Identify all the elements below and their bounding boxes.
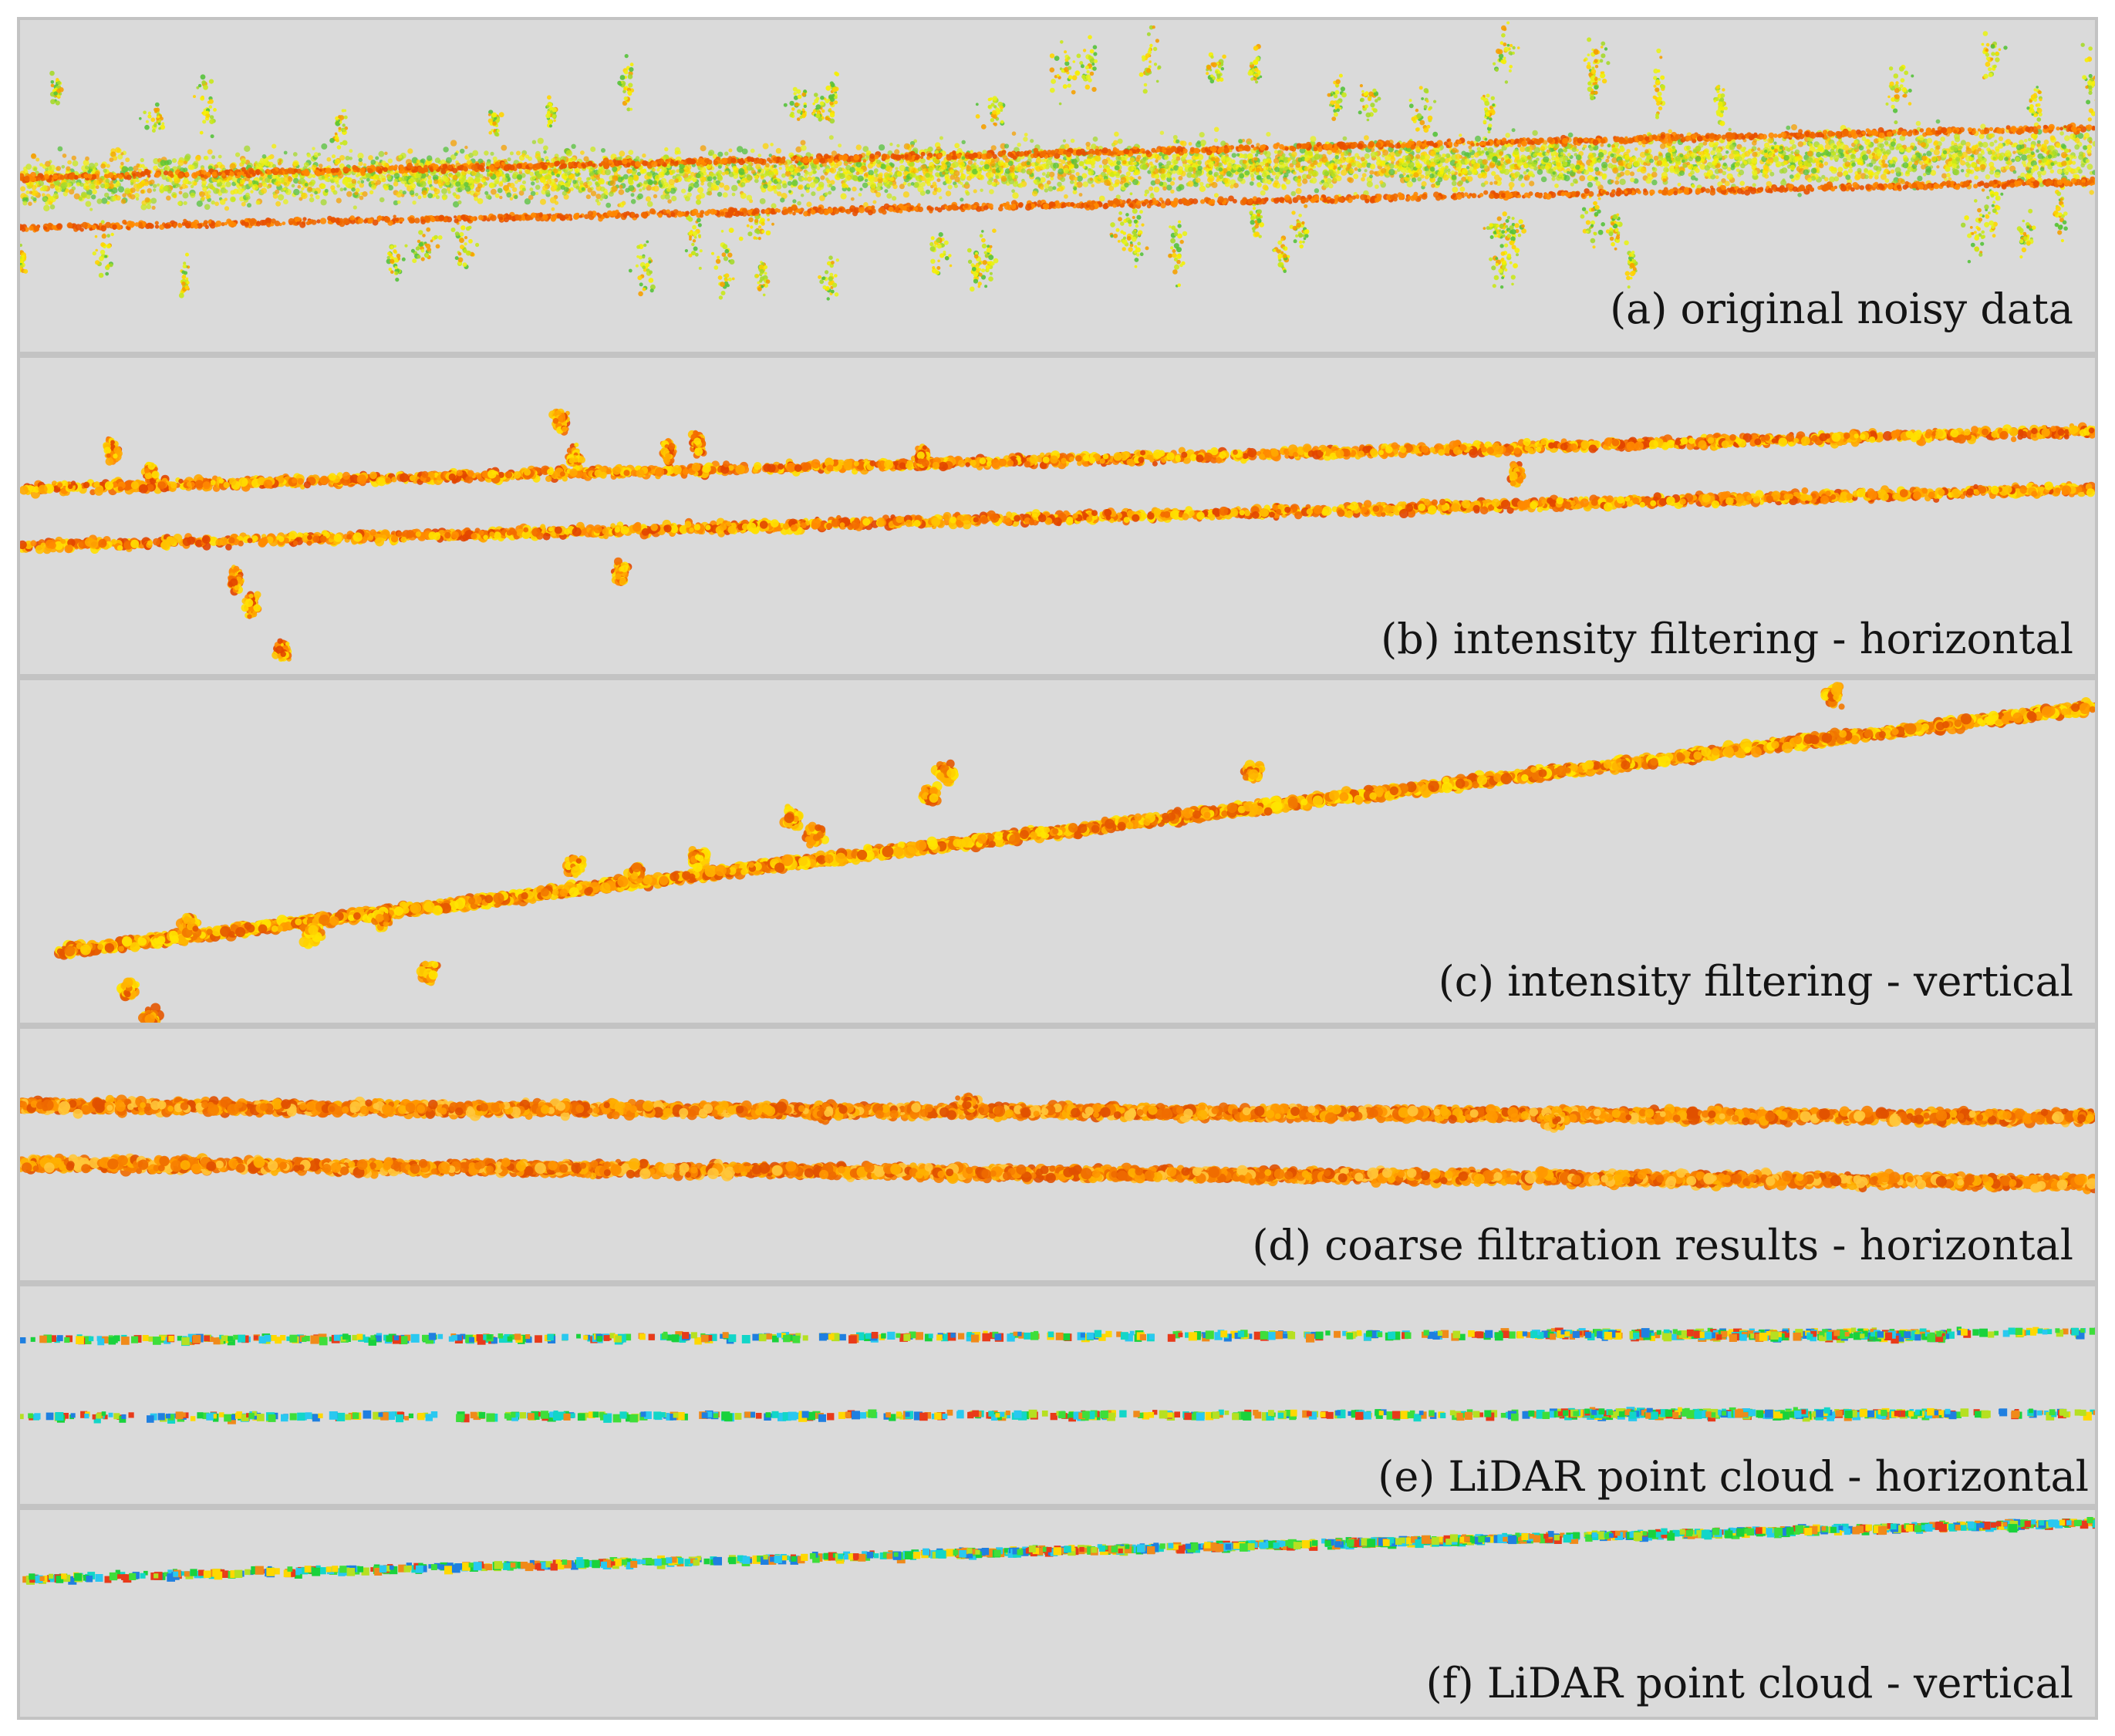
point-cloud-a xyxy=(20,21,2095,301)
caption-d: (d) coarse filtration results - horizont… xyxy=(1252,1225,2073,1266)
point-cloud-c xyxy=(54,682,2095,1023)
caption-e: (e) LiDAR point cloud - horizontal xyxy=(1378,1456,2089,1498)
panel-a: (a) original noisy data xyxy=(17,17,2098,355)
panel-e: (e) LiDAR point cloud - horizontal xyxy=(17,1283,2098,1507)
panel-b: (b) intensity filtering - horizontal xyxy=(17,355,2098,677)
panel-c: (c) intensity filtering - vertical xyxy=(17,677,2098,1026)
caption-c: (c) intensity filtering - vertical xyxy=(1439,961,2073,1003)
caption-a: (a) original noisy data xyxy=(1610,288,2073,330)
point-cloud-f xyxy=(22,1517,2095,1585)
point-cloud-b xyxy=(20,408,2095,662)
panel-f: (f) LiDAR point cloud - vertical xyxy=(17,1507,2098,1720)
panel-d: (d) coarse filtration results - horizont… xyxy=(17,1026,2098,1283)
caption-b: (b) intensity filtering - horizontal xyxy=(1381,619,2073,660)
point-cloud-d xyxy=(20,1092,2095,1195)
caption-f: (f) LiDAR point cloud - vertical xyxy=(1426,1663,2073,1704)
point-cloud-e xyxy=(20,1326,2095,1424)
